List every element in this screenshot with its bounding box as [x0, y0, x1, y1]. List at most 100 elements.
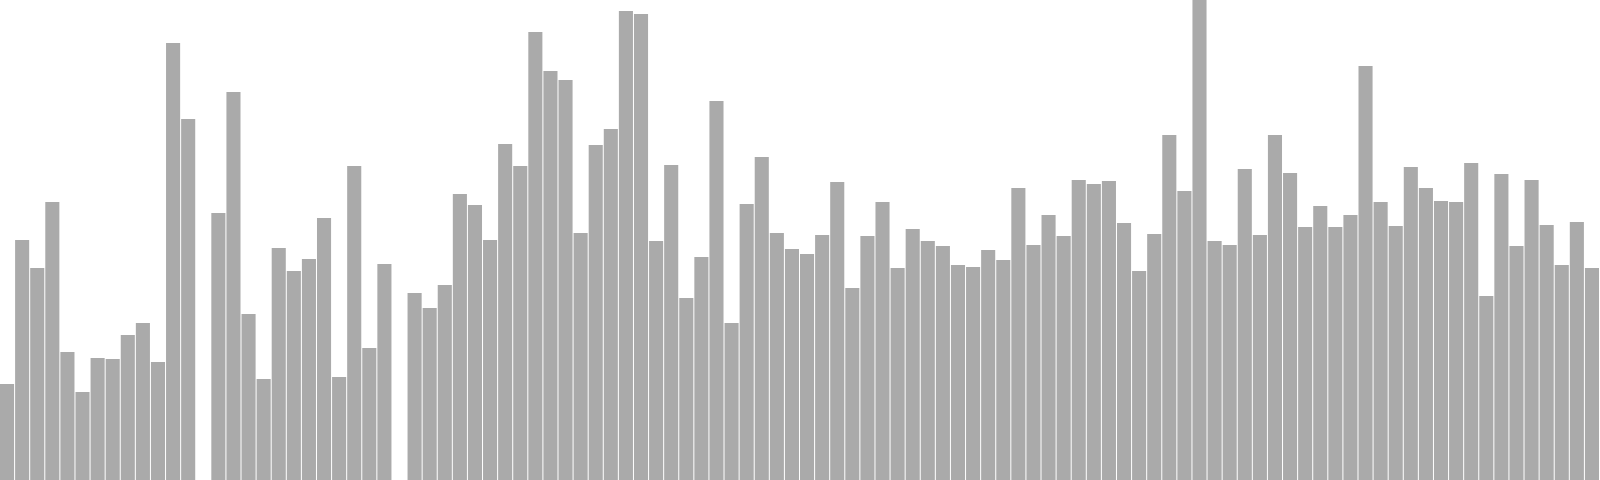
- bar-63: [950, 265, 966, 480]
- bar-28: [422, 308, 437, 480]
- bar-36: [543, 71, 558, 480]
- bar-92: [1388, 226, 1403, 480]
- bar-29: [437, 285, 452, 480]
- bar-9: [135, 323, 150, 480]
- bar-96: [1449, 202, 1464, 480]
- bar-88: [1328, 227, 1343, 480]
- bar-76: [1147, 234, 1162, 480]
- bar-91: [1373, 202, 1388, 480]
- bar-51: [769, 233, 784, 480]
- bar-56: [845, 288, 860, 480]
- bar-24: [362, 348, 377, 480]
- bar-32: [483, 240, 498, 480]
- bar-90: [1358, 66, 1373, 480]
- bar-46: [694, 257, 709, 480]
- bar-23: [347, 166, 362, 480]
- bar-11: [166, 43, 181, 480]
- bar-15: [226, 92, 241, 480]
- bar-43: [649, 241, 664, 480]
- bar-103: [1554, 265, 1569, 480]
- bar-38: [573, 233, 588, 480]
- bar-48: [724, 323, 739, 480]
- bar-20: [301, 259, 316, 480]
- bar-10: [150, 362, 166, 480]
- bar-87: [1313, 206, 1328, 480]
- bar-4: [60, 352, 75, 480]
- bar-72: [1086, 184, 1101, 480]
- bar-105: [1584, 268, 1599, 480]
- bar-80: [1207, 241, 1222, 480]
- bar-98: [1479, 296, 1494, 480]
- bar-89: [1343, 215, 1358, 480]
- bar-75: [1132, 271, 1147, 480]
- bar-60: [905, 229, 920, 480]
- bar-86: [1298, 227, 1313, 480]
- bar-69: [1041, 215, 1056, 480]
- bar-33: [498, 144, 513, 480]
- bar-79: [1192, 0, 1207, 480]
- bar-19: [286, 271, 301, 480]
- bar-39: [588, 145, 603, 480]
- bar-30: [452, 194, 467, 480]
- bar-64: [966, 267, 981, 480]
- bar-12: [181, 119, 196, 480]
- bar-5: [75, 392, 90, 480]
- bar-55: [830, 182, 845, 480]
- bar-6: [90, 358, 105, 480]
- bar-70: [1056, 236, 1071, 480]
- bar-8: [120, 335, 135, 480]
- bar-95: [1433, 201, 1449, 480]
- bar-7: [105, 359, 120, 480]
- bar-100: [1509, 246, 1524, 480]
- bar-94: [1418, 188, 1433, 480]
- bar-104: [1569, 222, 1584, 480]
- bar-77: [1162, 135, 1177, 480]
- bar-44: [664, 165, 679, 480]
- bar-49: [739, 204, 754, 480]
- bar-2: [30, 268, 45, 480]
- bar-41: [618, 11, 633, 480]
- bar-68: [1026, 245, 1041, 480]
- bar-40: [603, 129, 618, 480]
- bar-17: [256, 379, 271, 480]
- bar-0: [0, 384, 15, 480]
- bar-58: [875, 202, 890, 480]
- bar-71: [1071, 180, 1086, 480]
- bar-54: [815, 235, 830, 480]
- bar-22: [332, 377, 347, 480]
- bar-21: [316, 218, 332, 480]
- bar-81: [1222, 245, 1237, 480]
- bar-53: [800, 254, 815, 480]
- bar-25: [377, 264, 392, 480]
- bar-82: [1237, 169, 1252, 480]
- bar-16: [241, 314, 256, 480]
- bar-1: [15, 240, 30, 480]
- bar-31: [467, 205, 483, 480]
- bar-66: [996, 260, 1011, 480]
- bar-62: [935, 246, 950, 480]
- bar-97: [1464, 163, 1479, 480]
- bar-3: [45, 202, 60, 480]
- bar-14: [211, 213, 226, 480]
- bar-18: [271, 248, 286, 480]
- bar-45: [679, 298, 694, 480]
- bar-93: [1403, 167, 1418, 480]
- bar-101: [1524, 180, 1539, 480]
- bar-47: [709, 101, 724, 480]
- bar-61: [920, 241, 935, 480]
- bar-102: [1539, 225, 1554, 480]
- bar-57: [860, 236, 875, 480]
- bar-59: [890, 268, 905, 480]
- bar-85: [1283, 173, 1298, 480]
- bar-73: [1101, 181, 1116, 480]
- bar-83: [1252, 235, 1267, 480]
- bar-35: [528, 32, 543, 480]
- bar-99: [1494, 174, 1509, 480]
- bar-78: [1177, 191, 1192, 480]
- bar-65: [981, 250, 996, 480]
- bar-37: [558, 80, 573, 480]
- bar-34: [513, 166, 528, 480]
- bar-74: [1116, 223, 1132, 480]
